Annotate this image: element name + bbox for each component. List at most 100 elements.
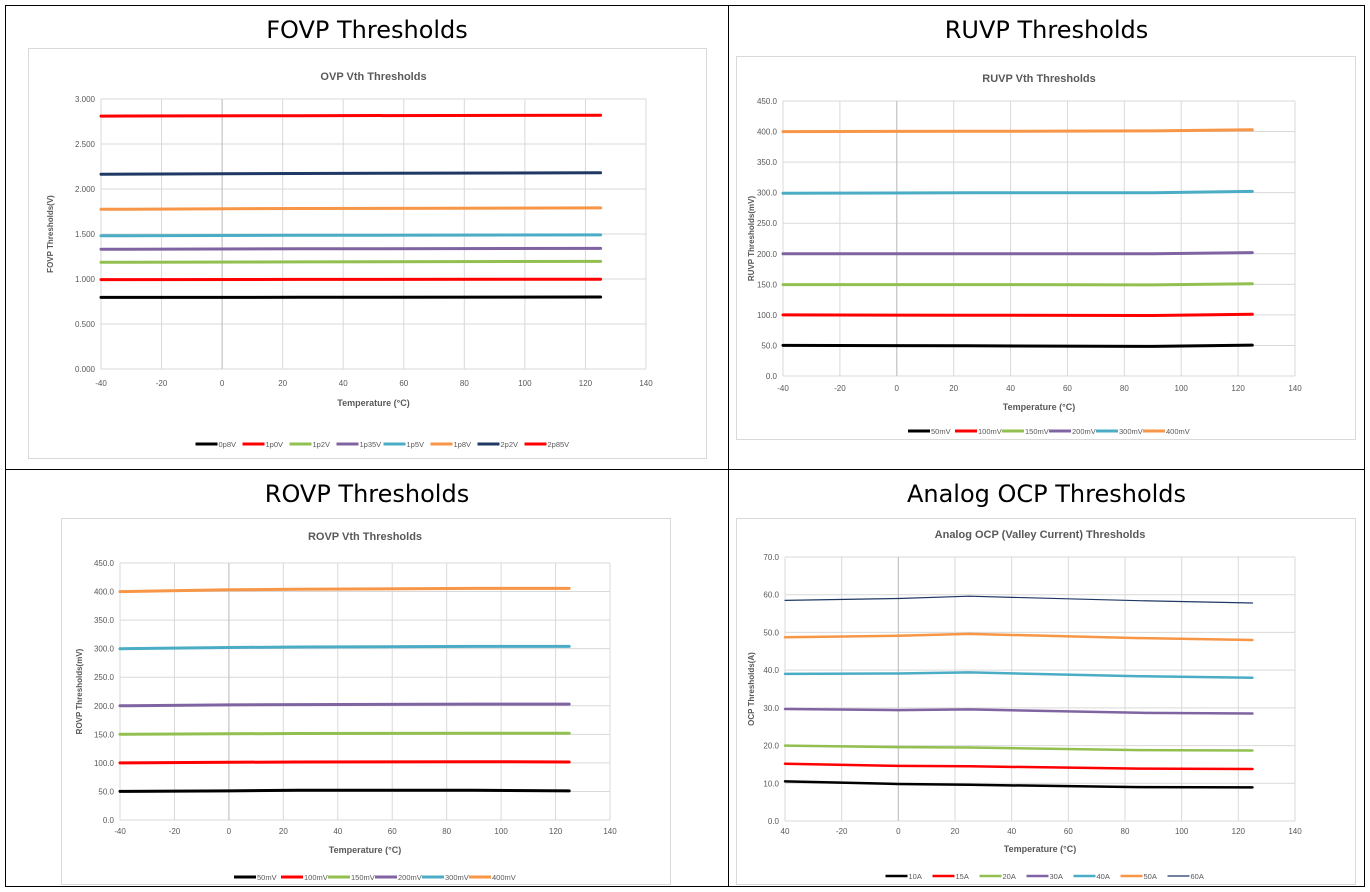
y-tick-label: 150.0 — [757, 280, 778, 289]
x-tick-label: 80 — [1120, 384, 1129, 393]
rovp-panel: ROVP Thresholds 0.0 50.0 100.0 150.0 200.0 25… — [5, 469, 729, 887]
legend-label-10A: 10A — [909, 872, 922, 881]
series-line-50mV — [118, 788, 571, 793]
legend-label-50mV: 50mV — [931, 427, 951, 436]
y-tick-label: 40.0 — [763, 666, 779, 675]
x-tick-label: 120 — [1231, 384, 1245, 393]
series-line-200mV — [781, 251, 1254, 256]
x-tick-label: -20 — [169, 827, 181, 836]
legend-label-100mV: 100mV — [304, 873, 328, 882]
series-line-1p5V — [99, 233, 603, 238]
y-tick-label: 3.000 — [75, 95, 96, 104]
legend-label-400mV: 400mV — [492, 873, 516, 882]
x-tick-label: 40 — [1007, 827, 1016, 836]
legend-label-100mV: 100mV — [978, 427, 1002, 436]
ocp-panel: Analog OCP Thresholds 0.0 10.0 20.0 30.0 40.… — [728, 469, 1365, 887]
legend-label-150mV: 150mV — [1025, 427, 1049, 436]
series-line-300mV — [781, 189, 1254, 195]
x-tick-label: 40 — [1006, 384, 1015, 393]
y-tick-label: 0.000 — [75, 365, 96, 374]
y-tick-label: 30.0 — [763, 704, 779, 713]
legend-label-150mV: 150mV — [351, 873, 375, 882]
y-axis-label: ROVP Thresholds(mV) — [75, 648, 84, 734]
series-line-100mV — [781, 312, 1254, 317]
series-line-300mV — [118, 644, 571, 651]
x-tick-label: 60 — [388, 827, 397, 836]
series-line-1p8V — [99, 206, 603, 211]
y-tick-label: 50.0 — [98, 787, 114, 796]
series-line-2p85V — [99, 113, 603, 118]
x-tick-label: -40 — [777, 384, 789, 393]
panel-heading: ROVP Thresholds — [264, 480, 470, 508]
x-tick-label: -20 — [836, 827, 848, 836]
x-tick-label: 120 — [1232, 827, 1246, 836]
x-tick-label: 0 — [895, 384, 900, 393]
ruvp-panel: RUVP Thresholds 0.0 50.0 100.0 150.0 200.0 25… — [728, 5, 1365, 470]
y-tick-label: 100.0 — [757, 311, 778, 320]
legend-label-1p2V: 1p2V — [313, 440, 331, 449]
legend-label-1p8V: 1p8V — [454, 440, 472, 449]
y-tick-label: 150.0 — [94, 730, 115, 739]
legend-label-60A: 60A — [1191, 872, 1204, 881]
x-tick-label: 80 — [1121, 827, 1130, 836]
ruvp-chart: 0.0 50.0 100.0 150.0 200.0 250.0 300.0 350.0 400… — [736, 56, 1356, 440]
y-tick-label: 350.0 — [757, 158, 778, 167]
y-tick-label: 350.0 — [94, 616, 115, 625]
x-tick-label: 140 — [639, 379, 653, 388]
x-tick-label: 60 — [1064, 827, 1073, 836]
y-axis-label: FOVP Thresholds(V) — [46, 195, 55, 273]
y-tick-label: 1.500 — [75, 230, 96, 239]
legend-label-1p35V: 1p35V — [360, 440, 382, 449]
x-tick-label: -40 — [95, 379, 107, 388]
y-axis-label: OCP Thresholds(A) — [747, 652, 756, 726]
x-axis-label: Temperature (°C) — [1003, 402, 1075, 412]
series-line-100mV — [118, 760, 571, 765]
y-tick-label: 250.0 — [757, 219, 778, 228]
legend-label-1p5V: 1p5V — [407, 440, 425, 449]
x-tick-label: 120 — [549, 827, 563, 836]
series-line-200mV — [118, 702, 571, 708]
series-line-40A — [783, 671, 1254, 679]
series-line-400mV — [118, 586, 571, 594]
series-line-400mV — [781, 128, 1254, 134]
y-tick-label: 0.500 — [75, 320, 96, 329]
legend-label-300mV: 300mV — [1119, 427, 1143, 436]
x-tick-label: 60 — [399, 379, 408, 388]
y-tick-label: 400.0 — [757, 128, 778, 137]
y-tick-label: 450.0 — [757, 97, 778, 106]
y-tick-label: 20.0 — [763, 742, 779, 751]
rovp-chart: 0.0 50.0 100.0 150.0 200.0 250.0 300.0 350.0 400… — [61, 518, 671, 885]
y-tick-label: 200.0 — [757, 250, 778, 259]
x-tick-label: 120 — [579, 379, 593, 388]
legend-label-2p85V: 2p85V — [548, 440, 570, 449]
y-tick-label: 250.0 — [94, 673, 115, 682]
y-tick-label: 300.0 — [757, 189, 778, 198]
fovp-chart: 0.000 0.500 1.000 1.500 2.000 2.500 3.000 -40 -2… — [28, 48, 707, 459]
x-tick-label: 100 — [494, 827, 508, 836]
y-tick-label: 10.0 — [763, 779, 779, 788]
legend-label-1p0V: 1p0V — [266, 440, 284, 449]
series-line-150mV — [781, 282, 1254, 287]
series-line-20A — [783, 744, 1254, 752]
x-tick-label: 60 — [1063, 384, 1072, 393]
y-tick-label: 200.0 — [94, 702, 115, 711]
series-line-1p35V — [99, 246, 603, 251]
chart-title: ROVP Vth Thresholds — [308, 531, 422, 543]
x-tick-label: 20 — [949, 384, 958, 393]
y-tick-label: 0.0 — [766, 372, 778, 381]
legend-label-15A: 15A — [956, 872, 969, 881]
y-tick-label: 450.0 — [94, 559, 115, 568]
legend-label-40A: 40A — [1097, 872, 1110, 881]
series-line-1p2V — [99, 259, 603, 264]
chart-svg: 0.050.0100.0150.0200.0250.0300.0350.0400… — [75, 531, 617, 882]
legend-label-200mV: 200mV — [398, 873, 422, 882]
legend-label-400mV: 400mV — [1166, 427, 1190, 436]
panel-heading: Analog OCP Thresholds — [906, 480, 1187, 508]
chart-svg: 0.050.0100.0150.0200.0250.0300.0350.0400… — [747, 73, 1302, 436]
legend-label-2p2V: 2p2V — [501, 440, 519, 449]
chart-svg: 0.000 0.500 1.000 1.500 2.000 2.500 3.000 -40 -2… — [46, 71, 653, 449]
y-tick-label: 70.0 — [763, 553, 779, 562]
chart-title: RUVP Vth Thresholds — [982, 73, 1095, 85]
y-tick-label: 0.0 — [768, 817, 780, 826]
